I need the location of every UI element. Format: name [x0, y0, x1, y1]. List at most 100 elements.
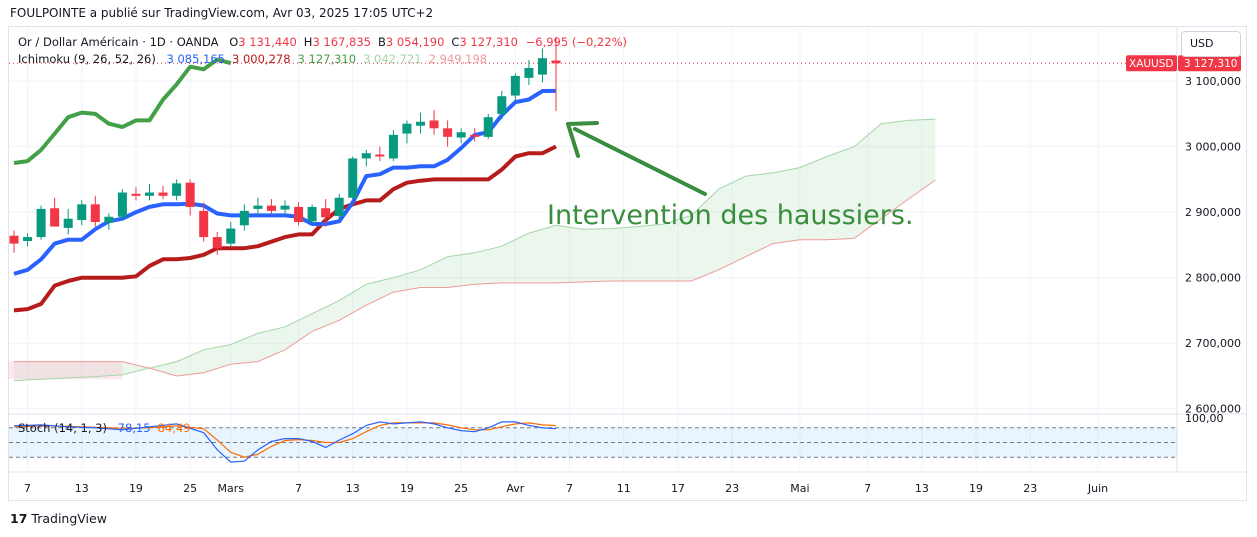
- ichimoku-value: 3 085,165: [166, 52, 225, 66]
- candle-body: [90, 204, 100, 222]
- symbol-legend: Or / Dollar Américain · 1D · OANDA O3 13…: [18, 35, 629, 49]
- ichimoku-value: 3 000,278: [232, 52, 291, 66]
- ohlc-value: 3 127,310: [459, 35, 518, 49]
- candle-body: [524, 68, 534, 78]
- candle-body: [294, 206, 304, 222]
- time-tick-label: Avr: [506, 482, 524, 495]
- time-tick-label: Juin: [1087, 482, 1108, 495]
- candle-body: [145, 192, 154, 196]
- time-tick-label: 13: [346, 482, 360, 495]
- candle-body: [537, 58, 547, 75]
- time-tick-label: Mars: [218, 482, 245, 495]
- price-badge-text: 3 127,310: [1184, 58, 1237, 70]
- candle-body: [77, 204, 87, 221]
- annotation-arrow-head: [566, 121, 599, 158]
- candle-body: [158, 192, 168, 196]
- candle-body: [470, 134, 480, 137]
- candle-body: [510, 75, 520, 96]
- time-tick-label: 7: [295, 482, 302, 495]
- tradingview-logo: 17 TradingView: [10, 511, 107, 526]
- candle-body: [348, 158, 358, 198]
- ohlc-key: B: [377, 35, 386, 49]
- stoch-value: 78,15: [117, 421, 151, 435]
- price-tick-label: 2 800,000: [1185, 272, 1241, 285]
- candle-body: [402, 123, 412, 134]
- ohlc-values: O3 131,440 H3 167,835 B3 054,190 C3 127,310: [224, 35, 520, 49]
- ohlc-key: H: [303, 35, 313, 49]
- symbol-badge-text: XAUUSD: [1129, 58, 1174, 70]
- tv-logo-text: TradingView: [31, 511, 107, 526]
- tv-logo-icon: 17: [10, 511, 28, 526]
- ichimoku-value: 3 127,310: [297, 52, 357, 66]
- time-tick-label: 7: [24, 482, 31, 495]
- candle-body: [131, 193, 141, 196]
- stoch-values: 78,15 84,49: [113, 421, 193, 435]
- time-tick-label: 11: [617, 482, 631, 495]
- candle-body: [185, 182, 195, 207]
- time-tick-label: 23: [725, 482, 739, 495]
- ichimoku-value: 3 042,721: [363, 52, 422, 66]
- chart-frame: [8, 26, 1247, 501]
- time-tick-label: 19: [400, 482, 414, 495]
- price-tick-label: 3 100,000: [1185, 75, 1241, 88]
- ichimoku-cloud: [14, 119, 936, 381]
- ohlc-value: 3 131,440: [238, 35, 297, 49]
- candle-body: [266, 205, 276, 211]
- candle-body: [334, 197, 344, 217]
- stoch-legend: Stoch (14, 1, 3) 78,15 84,49: [18, 421, 195, 435]
- ohlc-value: 3 167,835: [312, 35, 371, 49]
- ichimoku-value: 2 949,198: [428, 52, 488, 66]
- candle-body: [416, 121, 425, 126]
- time-tick-label: 13: [915, 482, 929, 495]
- stoch-value: 84,49: [157, 421, 191, 435]
- candle-body: [321, 208, 331, 218]
- price-tick-label: 2 600,000: [1185, 403, 1241, 416]
- tenkan-sen-line: [13, 88, 557, 276]
- candle-body: [280, 205, 290, 210]
- senkou-span-a-line: [13, 118, 936, 382]
- ohlc-key: O: [229, 35, 239, 49]
- price-change: −6,995 (−0,22%): [525, 35, 627, 49]
- candle-body: [199, 210, 209, 238]
- kijun-sen-line: [13, 144, 557, 313]
- stoch-name[interactable]: Stoch (14, 1, 3): [18, 421, 107, 435]
- candle-body: [63, 218, 73, 228]
- price-tick-label: 3 000,000: [1185, 141, 1241, 154]
- ichimoku-cloud-red: [8, 361, 123, 380]
- price-tick-label: 2 900,000: [1185, 206, 1241, 219]
- time-tick-label: 25: [183, 482, 197, 495]
- candle-body: [253, 205, 263, 209]
- candle-body: [361, 153, 371, 159]
- ichimoku-name[interactable]: Ichimoku (9, 26, 52, 26): [18, 52, 156, 66]
- candle-body: [456, 132, 466, 138]
- currency-button[interactable]: USD: [1181, 31, 1241, 57]
- candle-body: [212, 237, 222, 249]
- candle-body: [23, 237, 33, 241]
- candle-body: [9, 235, 19, 244]
- candle-body: [117, 192, 127, 217]
- time-tick-label: 7: [864, 482, 871, 495]
- candle-body: [307, 206, 317, 222]
- senkou-span-b-line: [14, 179, 936, 377]
- candle-body: [443, 128, 453, 137]
- time-tick-label: 25: [454, 482, 468, 495]
- ichimoku-legend: Ichimoku (9, 26, 52, 26) 3 085,165 3 000,…: [18, 52, 491, 66]
- annotation-text: Intervention des haussiers.: [547, 200, 914, 231]
- price-badge: [1178, 55, 1241, 72]
- candle-body: [388, 134, 398, 159]
- candle-body: [50, 208, 60, 227]
- candle-body: [172, 183, 182, 196]
- time-tick-label: 17: [671, 482, 685, 495]
- candle-body: [375, 154, 385, 157]
- candle-body: [483, 117, 493, 137]
- candle-body: [429, 120, 439, 129]
- candle-body: [226, 228, 236, 244]
- ohlc-key: C: [451, 35, 460, 49]
- publisher-line: FOULPOINTE a publié sur TradingView.com,…: [10, 6, 434, 20]
- time-tick-label: Mai: [790, 482, 809, 495]
- symbol-name[interactable]: Or / Dollar Américain · 1D · OANDA: [18, 35, 219, 49]
- symbol-badge: [1126, 55, 1177, 72]
- candle-body: [104, 216, 114, 223]
- ohlc-value: 3 054,190: [385, 35, 445, 49]
